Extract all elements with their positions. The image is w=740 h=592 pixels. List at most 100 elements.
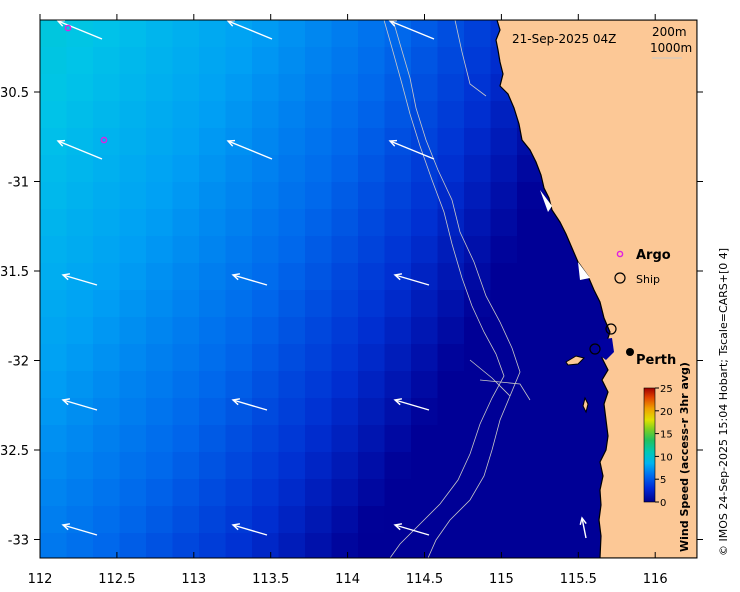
heatmap-cell (146, 47, 174, 75)
heatmap-cell (384, 290, 412, 318)
heatmap-cell (331, 155, 359, 183)
y-tick-label: -32 (8, 355, 29, 370)
wind-arrow (393, 273, 430, 286)
heatmap-cell (384, 317, 412, 345)
heatmap-cell (119, 371, 147, 399)
heatmap-cell (570, 371, 598, 399)
credit-text: © IMOS 24-Sep-2025 15:04 Hobart; Tscale=… (717, 248, 730, 556)
heatmap-cell (40, 290, 68, 318)
heatmap-cell (225, 533, 253, 558)
heatmap-cell (331, 128, 359, 156)
heatmap-cell (119, 128, 147, 156)
rottnest-island (565, 355, 585, 366)
y-tick-label: -31.5 (0, 265, 29, 280)
wind-arrow (56, 139, 103, 160)
heatmap-cell (93, 236, 121, 264)
argo-float-marker (64, 24, 72, 32)
heatmap-cell (464, 371, 492, 399)
argo-float-marker (100, 136, 108, 144)
heatmap-cell (437, 479, 465, 507)
heatmap-cell (40, 128, 68, 156)
heatmap-cell (305, 344, 333, 372)
heatmap-cell (66, 290, 94, 318)
heatmap-cell (358, 533, 386, 558)
heatmap-cell (411, 209, 439, 237)
ship-marker (605, 323, 617, 335)
heatmap-cell (490, 128, 518, 156)
heatmap-cell (278, 425, 306, 453)
heatmap-cell (384, 155, 412, 183)
heatmap-cell (570, 290, 598, 318)
heatmap-cell (384, 101, 412, 129)
contour-shelf-2 (469, 359, 511, 397)
heatmap-cell (543, 425, 571, 453)
heatmap-cell (172, 398, 200, 426)
heatmap-cell (384, 263, 412, 291)
heatmap-cell (331, 533, 359, 558)
heatmap-cell (119, 506, 147, 534)
heatmap-cell (40, 317, 68, 345)
wind-arrow (388, 139, 435, 160)
heatmap-cell (384, 344, 412, 372)
heatmap-cell (464, 182, 492, 210)
heatmap-cell (517, 236, 545, 264)
heatmap-cell (490, 398, 518, 426)
heatmap-cell (517, 371, 545, 399)
heatmap-cell (278, 317, 306, 345)
heatmap-cell (66, 425, 94, 453)
heatmap-cell (490, 209, 518, 237)
heatmap-cell (464, 20, 492, 48)
heatmap-cell (199, 101, 227, 129)
heatmap-cell (66, 452, 94, 480)
heatmap-cell (172, 290, 200, 318)
heatmap-cell (252, 398, 280, 426)
heatmap-cell (517, 317, 545, 345)
heatmap-cell (358, 182, 386, 210)
heatmap-cell (252, 371, 280, 399)
heatmap-cell (172, 20, 200, 48)
heatmap-cell (40, 182, 68, 210)
heatmap-cell (305, 236, 333, 264)
heatmap-cell (543, 344, 571, 372)
heatmap-cell (172, 47, 200, 75)
heatmap-cell (146, 209, 174, 237)
heatmap-cell (146, 452, 174, 480)
heatmap-cell (199, 155, 227, 183)
heatmap-cell (252, 20, 280, 48)
heatmap-cell (225, 452, 253, 480)
heatmap-cell (384, 128, 412, 156)
heatmap-cell (172, 128, 200, 156)
x-axis-ticks: 112 112.5 113 113.5 114 114.5 115 115.5 116 (28, 14, 668, 587)
wind-vectors (56, 20, 587, 539)
heatmap-cell (517, 533, 545, 558)
heatmap-cell (119, 533, 147, 558)
heatmap-cell (278, 290, 306, 318)
heatmap-cell (119, 182, 147, 210)
heatmap-cell (384, 425, 412, 453)
colorbar-tick-label: 20 (660, 407, 673, 418)
heatmap-cell (305, 74, 333, 102)
wind-arrow (231, 523, 268, 536)
colorbar-title: Wind Speed (access-r 3hr avg) (678, 362, 691, 552)
heatmap-cell (331, 47, 359, 75)
heatmap-cell (305, 371, 333, 399)
heatmap-cell (252, 128, 280, 156)
heatmap-cell (437, 74, 465, 102)
heatmap-cell (93, 371, 121, 399)
heatmap-cell (437, 263, 465, 291)
heatmap-cell (252, 452, 280, 480)
heatmap-cell (278, 236, 306, 264)
heatmap-cell (358, 371, 386, 399)
heatmap-cell (464, 506, 492, 534)
heatmap-cell (40, 47, 68, 75)
heatmap-cell (517, 263, 545, 291)
heatmap-cell (252, 533, 280, 558)
colorbar-tick-label: 5 (660, 475, 666, 486)
x-tick-label: 114.5 (406, 572, 443, 587)
heatmap-cell (225, 20, 253, 48)
garden-island (582, 396, 589, 414)
heatmap-cell (278, 47, 306, 75)
heatmap-cell (411, 425, 439, 453)
heatmap-cell (146, 20, 174, 48)
heatmap-cell (543, 533, 571, 558)
